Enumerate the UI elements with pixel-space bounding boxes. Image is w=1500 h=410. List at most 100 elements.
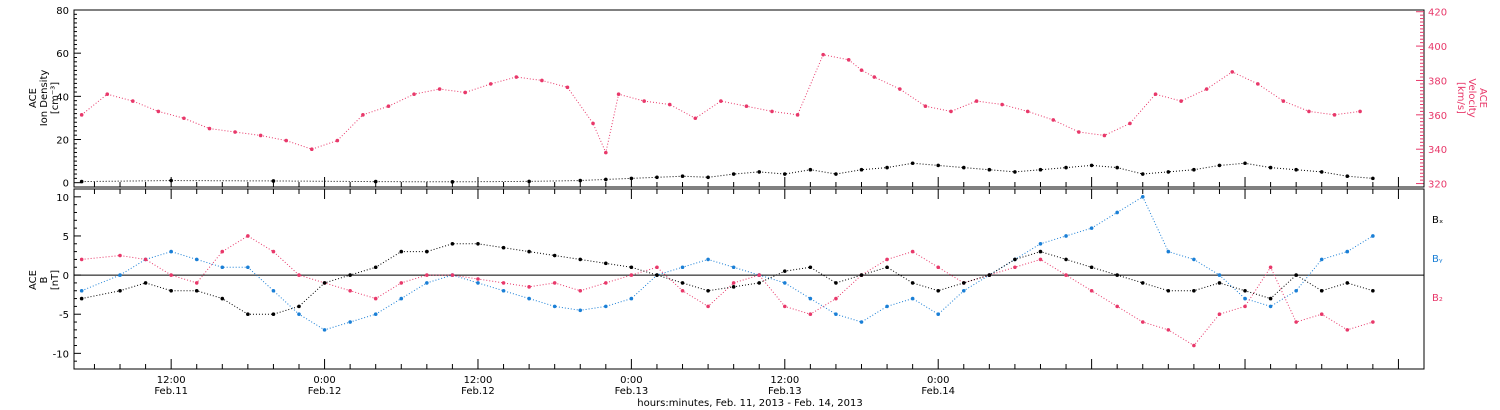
data-point-bz (195, 281, 199, 285)
bottom-left-tick-label: 5 (63, 232, 69, 243)
data-point-bx (144, 281, 148, 285)
data-point-velocity (361, 113, 365, 117)
x-tick-date: Feb.12 (308, 386, 342, 397)
data-point-by (1345, 250, 1349, 254)
data-point-velocity (1026, 110, 1030, 114)
top-left-tick-label: 60 (56, 49, 69, 60)
legend-bz: B₂ (1432, 293, 1443, 304)
data-point-velocity (412, 92, 416, 96)
top-right-tick-label: 320 (1428, 180, 1447, 191)
data-point-bx (1115, 273, 1119, 277)
data-point-by (118, 273, 122, 277)
x-tick-time: 12:00 (464, 375, 493, 386)
x-tick-date: Feb.13 (768, 386, 802, 397)
data-point-bx (80, 297, 84, 301)
data-point-bx (1013, 258, 1017, 262)
data-point-velocity (105, 92, 109, 96)
bottom-left-tick-label: 10 (56, 193, 69, 204)
data-point-bz (1039, 258, 1043, 262)
data-point-density (757, 170, 761, 174)
top-left-ylabel-line3: [cm⁻³] (50, 82, 61, 114)
top-left-ylabel-line1: ACE (28, 88, 39, 108)
x-tick-time: 12:00 (157, 375, 186, 386)
data-point-velocity (975, 99, 979, 103)
series-by (80, 195, 1375, 332)
bottom-left-ylabel-line3: [nT] (50, 270, 61, 290)
top-right-ylabel-line1: ACE (1477, 88, 1488, 108)
top-panel-frame (74, 10, 1424, 187)
top-right-ylabel-line3: [km/s] (1455, 82, 1466, 114)
series-density (80, 161, 1375, 183)
top-left-ylabel-line2: Ion Density (39, 70, 50, 127)
data-point-velocity (872, 75, 876, 79)
data-point-bx (809, 265, 813, 269)
data-point-bz (297, 273, 301, 277)
data-point-velocity (336, 139, 340, 143)
top-right-tick-label: 380 (1428, 76, 1447, 87)
bottom-left-ylabel-line2: B (39, 276, 50, 283)
data-point-velocity (1103, 134, 1107, 138)
x-axis-title: hours:minutes, Feb. 11, 2013 - Feb. 14, … (637, 398, 862, 409)
data-point-bx (553, 254, 557, 258)
x-tick-time: 12:00 (770, 375, 799, 386)
x-tick-time: 0:00 (620, 375, 642, 386)
data-point-bx (1192, 289, 1196, 293)
legend-bx: Bₓ (1432, 215, 1443, 226)
top-right-tick-label: 400 (1428, 42, 1447, 53)
x-tick-date: Feb.14 (921, 386, 955, 397)
data-point-velocity (566, 86, 570, 90)
top-right-tick-label: 420 (1428, 8, 1447, 19)
data-point-velocity (898, 87, 902, 91)
data-point-velocity (1051, 118, 1055, 122)
plot-frames (74, 10, 1424, 369)
top-right-tick-label: 360 (1428, 111, 1447, 122)
data-point-velocity (208, 127, 212, 131)
data-point-velocity (719, 99, 723, 103)
data-point-velocity (770, 110, 774, 114)
data-point-bz (169, 273, 173, 277)
data-point-bz (80, 258, 84, 262)
bottom-left-tick-label: -5 (59, 310, 69, 321)
top-right-ylabel-line2: Velocity (1466, 78, 1477, 117)
data-point-velocity (1205, 87, 1209, 91)
trace-bx (82, 244, 1373, 314)
data-point-bx (195, 289, 199, 293)
data-point-by (1371, 234, 1375, 238)
data-point-bx (757, 281, 761, 285)
data-point-velocity (860, 68, 864, 72)
series-layer (80, 53, 1375, 347)
data-point-bz (1294, 320, 1298, 324)
trace-velocity (82, 55, 1360, 153)
data-point-velocity (387, 104, 391, 108)
data-point-density (272, 179, 276, 183)
data-point-velocity (821, 53, 825, 57)
data-point-by (860, 320, 864, 324)
ace-chart: 020406080320340360380400420-10-5051012:0… (0, 0, 1500, 410)
legend-by: Bᵧ (1432, 254, 1443, 265)
data-point-velocity (1128, 122, 1132, 126)
data-point-bz (1064, 273, 1068, 277)
data-point-density (1064, 166, 1068, 170)
bottom-left-tick-label: -10 (53, 349, 69, 360)
data-point-bz (757, 273, 761, 277)
bottom-left-tick-label: 0 (63, 271, 69, 282)
x-tick-time: 0:00 (313, 375, 335, 386)
top-right-tick-label: 340 (1428, 145, 1447, 156)
data-point-bz (578, 289, 582, 293)
trace-bz (82, 236, 1373, 346)
x-tick-date: Feb.12 (461, 386, 495, 397)
x-tick-date: Feb.11 (154, 386, 188, 397)
x-tick-time: 0:00 (927, 375, 949, 386)
data-point-density (1294, 168, 1298, 172)
data-point-density (1320, 170, 1324, 174)
trace-by (82, 197, 1373, 330)
data-point-velocity (157, 110, 161, 114)
top-left-tick-label: 80 (56, 6, 69, 17)
top-left-tick-label: 20 (56, 136, 69, 147)
bottom-panel-frame (74, 189, 1424, 369)
data-point-by (783, 281, 787, 285)
x-tick-date: Feb.13 (615, 386, 649, 397)
data-point-density (1192, 168, 1196, 172)
series-velocity (80, 53, 1362, 155)
top-left-tick-label: 0 (63, 179, 69, 190)
